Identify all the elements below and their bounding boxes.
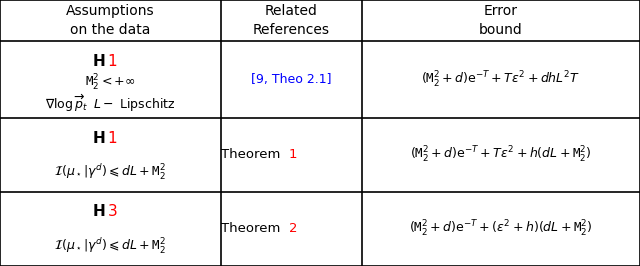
Text: Assumptions
on the data: Assumptions on the data (66, 4, 155, 37)
Text: $\mathbf{H}$: $\mathbf{H}$ (92, 53, 105, 69)
Text: $1$: $1$ (106, 130, 117, 146)
Text: $(\mathtt{M}_2^2 + d)\mathrm{e}^{-T} + T\varepsilon^2 + dhL^2T$: $(\mathtt{M}_2^2 + d)\mathrm{e}^{-T} + T… (421, 70, 580, 90)
Text: Theorem: Theorem (221, 148, 285, 161)
Text: Error
bound: Error bound (479, 4, 523, 37)
Text: $\mathtt{M}_2^2 < +\infty$: $\mathtt{M}_2^2 < +\infty$ (85, 72, 136, 93)
Text: $3$: $3$ (106, 203, 117, 219)
Text: $(\mathtt{M}_2^2 + d)\mathrm{e}^{-T} + (\varepsilon^2 + h)(dL + \mathtt{M}_2^2)$: $(\mathtt{M}_2^2 + d)\mathrm{e}^{-T} + (… (409, 219, 593, 239)
Text: $(\mathtt{M}_2^2 + d)\mathrm{e}^{-T} + T\varepsilon^2 + h(dL + \mathtt{M}_2^2)$: $(\mathtt{M}_2^2 + d)\mathrm{e}^{-T} + T… (410, 145, 591, 165)
Text: $\mathcal{I}(\mu_\star | \gamma^d) \leqslant dL + \mathtt{M}_2^2$: $\mathcal{I}(\mu_\star | \gamma^d) \leqs… (54, 236, 166, 256)
Text: Related
References: Related References (253, 4, 330, 37)
Text: $2$: $2$ (288, 222, 297, 235)
Text: $\mathbf{H}$: $\mathbf{H}$ (92, 203, 105, 219)
Text: [9, Theo 2.1]: [9, Theo 2.1] (251, 73, 332, 86)
Text: Theorem: Theorem (221, 222, 285, 235)
Text: $1$: $1$ (106, 53, 117, 69)
Text: $\mathbf{H}$: $\mathbf{H}$ (92, 130, 105, 146)
Text: $\nabla \log \overrightarrow{p}_t \;\; L-$ Lipschitz: $\nabla \log \overrightarrow{p}_t \;\; L… (45, 93, 175, 114)
Text: $\mathcal{I}(\mu_\star | \gamma^d) \leqslant dL + \mathtt{M}_2^2$: $\mathcal{I}(\mu_\star | \gamma^d) \leqs… (54, 163, 166, 182)
Text: $1$: $1$ (288, 148, 297, 161)
